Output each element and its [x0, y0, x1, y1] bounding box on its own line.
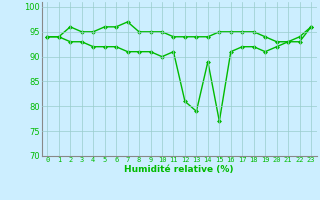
X-axis label: Humidité relative (%): Humidité relative (%) [124, 165, 234, 174]
